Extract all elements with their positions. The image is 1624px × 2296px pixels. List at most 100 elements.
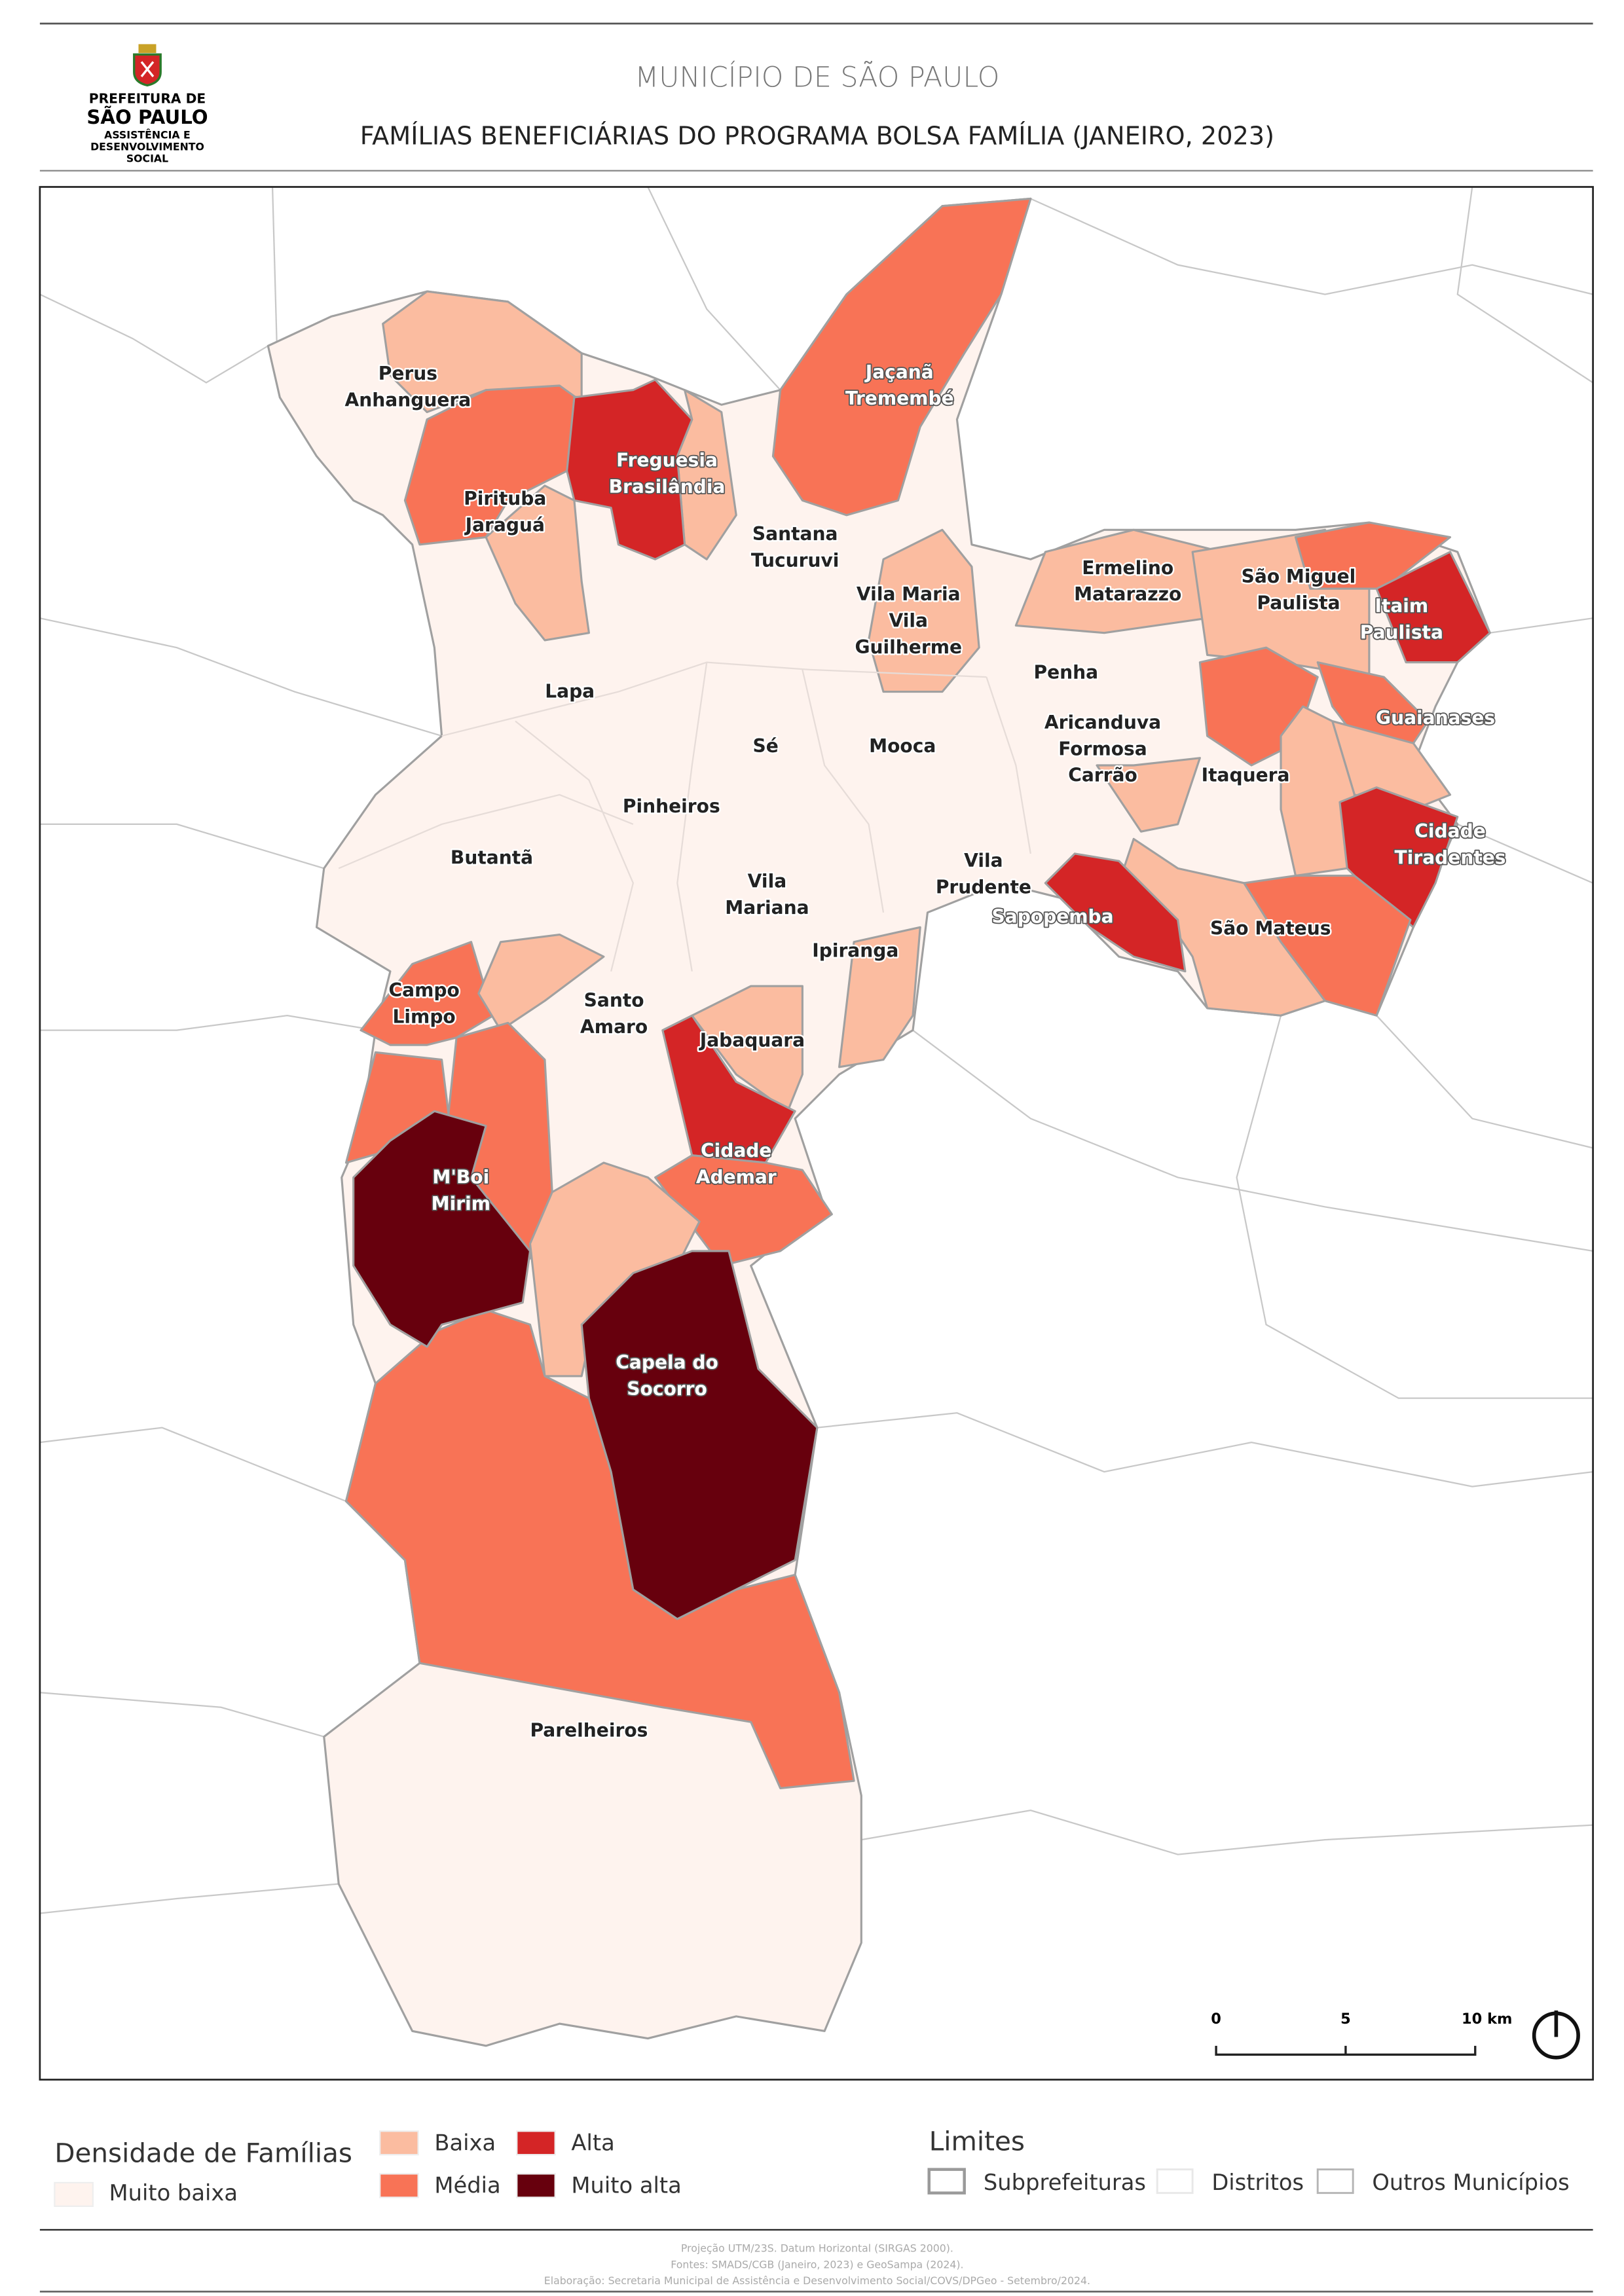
district-area[interactable] (838, 926, 921, 1068)
district-label: M'Boi Mirim (432, 1166, 490, 1214)
district-label: Lapa (545, 681, 595, 702)
district-area[interactable] (867, 528, 980, 693)
logo-line3: ASSISTÊNCIA E (104, 128, 191, 141)
coat-of-arms-icon (133, 44, 162, 87)
municipality-boundary (1236, 1015, 1593, 1399)
district-label: Parelheiros (530, 1720, 648, 1741)
legend-limit-label: Distritos (1211, 2170, 1304, 2195)
municipality-boundary (39, 1883, 339, 1914)
logo-line4: DESENVOLVIMENTO (90, 140, 204, 153)
district-boundary (676, 662, 708, 972)
scale-tick-5: 5 (1340, 2011, 1351, 2028)
district-label: Sapopemba (992, 906, 1114, 928)
map-frame (39, 186, 1594, 2081)
district-label: Butantã (451, 847, 533, 869)
district-label: São Miguel Paulista (1242, 566, 1356, 613)
district-label: Santana Tucuruvi (751, 523, 840, 571)
municipality-boundary (1490, 617, 1593, 634)
district-label: Cidade Ademar (696, 1140, 777, 1188)
district-area[interactable] (771, 197, 1032, 517)
district-label: Vila Prudente (936, 850, 1031, 898)
municipality-boundary (39, 1427, 346, 1503)
district-area[interactable] (1338, 786, 1459, 928)
district-area[interactable] (1375, 551, 1491, 664)
municipality-boundary (912, 1029, 1593, 1252)
legend-swatch (379, 2173, 419, 2198)
legend-limit-swatch (1316, 2168, 1354, 2195)
districts-layer (267, 197, 1491, 2047)
district-area[interactable] (1044, 852, 1187, 973)
legend-limit-label: Subprefeituras (984, 2170, 1146, 2195)
district-area[interactable] (1096, 757, 1201, 833)
footer-projection: Projeção UTM/23S. Datum Horizontal (SIRG… (681, 2242, 953, 2255)
municipality-boundary (39, 1015, 376, 1031)
map-panel: Perus Anhanguera Pirituba Jaraguá Freguesia B… (39, 186, 1594, 2081)
district-label: Cidade Tiradentes (1395, 820, 1506, 868)
district-area[interactable] (691, 985, 803, 1112)
north-arrow-icon (1532, 2010, 1580, 2060)
logo-line2: SÃO PAULO (86, 106, 208, 128)
municipality-boundary (1457, 823, 1593, 884)
legend-class-label: Muito alta (571, 2173, 681, 2198)
district-area[interactable] (360, 941, 494, 1046)
district-area[interactable] (1243, 875, 1412, 1017)
municipality-boundary (39, 617, 442, 737)
legend: Densidade de Famílias Muito baixa Baixa Mé… (54, 2125, 1570, 2207)
legend-swatch (54, 2181, 94, 2207)
district-boundary (802, 669, 885, 913)
municipality-boundary (1030, 198, 1593, 295)
district-label: Santo Amaro (580, 990, 648, 1038)
district-area[interactable] (352, 1110, 532, 1348)
district-label: Vila Mariana (725, 871, 809, 919)
municipality-boundary (861, 1809, 1593, 1855)
legend-swatch (516, 2130, 556, 2156)
map-subtitle: FAMÍLIAS BENEFICIÁRIAS DO PROGRAMA BOLSA… (360, 120, 1274, 151)
district-label: Pirituba Jaraguá (464, 488, 546, 536)
municipality-boundary (1376, 1015, 1593, 1149)
legend-swatch (379, 2130, 419, 2156)
legend-limit-label: Outros Municípios (1372, 2170, 1569, 2195)
scale-tick-0: 0 (1211, 2011, 1221, 2028)
district-area[interactable] (566, 378, 693, 560)
district-label: Itaquera (1202, 765, 1290, 786)
district-label: Pinheiros (623, 795, 720, 817)
district-label: São Mateus (1210, 918, 1331, 939)
footer-credits: Elaboração: Secretaria Municipal de Assi… (544, 2274, 1090, 2287)
logo-line5: SOCIAL (126, 152, 168, 164)
legend-class-label: Baixa (434, 2130, 496, 2155)
district-boundary (338, 793, 634, 869)
district-label: Perus Anhanguera (345, 363, 471, 410)
district-area[interactable] (1294, 521, 1452, 590)
legend-limit-swatch (1156, 2168, 1194, 2195)
district-area[interactable] (528, 1161, 701, 1377)
district-label: Itaim Paulista (1360, 595, 1443, 643)
municipality-boundary (817, 1412, 1593, 1487)
district-label: Campo Limpo (388, 979, 459, 1027)
district-label: Freguesia Brasilândia (609, 450, 726, 498)
municipality-boundary (271, 187, 278, 346)
district-label: Sé (753, 735, 779, 757)
district-boundary (515, 720, 635, 972)
logo-line1: PREFEITURA DE (89, 90, 206, 106)
district-boundary (986, 676, 1031, 854)
district-label: Capela do Socorro (616, 1352, 718, 1400)
district-label: Vila Maria Vila Guilherme (855, 583, 962, 658)
district-label: Ipiranga (812, 939, 898, 961)
district-label: Aricanduva Formosa Carrão (1044, 712, 1161, 786)
prefeitura-logo: PREFEITURA DE SÃO PAULO ASSISTÊNCIA E DE… (86, 44, 208, 164)
labels-layer: Perus Anhanguera Pirituba Jaraguá Freguesia B… (343, 360, 1507, 1743)
municipality-boundary (39, 823, 325, 869)
scale-tick-10: 10 km (1462, 2011, 1512, 2028)
other-municipalities-layer (39, 187, 1593, 1914)
district-label: Guaianases (1376, 707, 1495, 729)
map-title: MUNICÍPIO DE SÃO PAULO (635, 61, 999, 94)
district-area[interactable] (485, 484, 590, 642)
district-area[interactable] (580, 1250, 819, 1620)
district-label: Jabaquara (699, 1029, 805, 1051)
district-label: Ermelino Matarazzo (1074, 557, 1181, 605)
legend-class-label: Muito baixa (109, 2180, 238, 2206)
scale-bar: 0 5 10 km (1211, 2011, 1512, 2056)
district-label: Mooca (869, 735, 936, 757)
municipality-boundary (1456, 187, 1593, 384)
